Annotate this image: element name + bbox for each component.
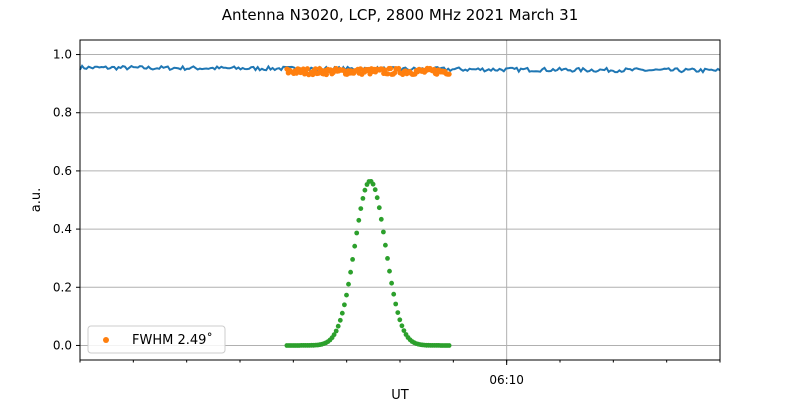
data-point-green: [399, 323, 405, 329]
y-tick-label: 0.8: [53, 106, 72, 120]
data-point-green: [335, 323, 341, 329]
legend-box: [87, 325, 226, 354]
data-point-green: [356, 217, 362, 223]
x-axis-label: UT: [391, 388, 409, 400]
data-point-orange: [293, 70, 300, 76]
legend: FWHM 2.49˚: [87, 325, 226, 354]
data-point-green: [331, 332, 337, 338]
y-tick-label: 0.4: [53, 222, 72, 236]
y-tick-label: 0.0: [53, 338, 72, 352]
y-axis-label: a.u.: [29, 188, 44, 212]
data-point-green: [354, 230, 360, 236]
y-tick-label: 0.2: [53, 280, 72, 294]
data-point-green: [362, 187, 368, 193]
data-point-green: [378, 216, 384, 222]
data-point-orange: [392, 70, 398, 76]
data-point-orange: [312, 66, 319, 72]
data-point-green: [393, 301, 399, 307]
data-point-green: [395, 310, 401, 315]
x-axis-ticks: 06:10: [79, 360, 721, 387]
series-green-points: [284, 179, 452, 348]
data-point-green: [350, 257, 355, 262]
data-point-green: [374, 195, 380, 201]
data-point-orange: [434, 71, 440, 77]
data-point-green: [397, 317, 403, 323]
data-point-orange: [446, 71, 452, 77]
data-point-green: [370, 181, 376, 187]
y-tick-label: 1.0: [53, 48, 72, 62]
data-point-green: [446, 343, 452, 348]
legend-marker: [103, 337, 109, 343]
x-tick-label: 06:10: [489, 373, 524, 387]
data-point-green: [401, 328, 407, 333]
data-point-orange: [387, 65, 394, 72]
data-point-green: [337, 317, 343, 323]
legend-label: FWHM 2.49˚: [132, 332, 213, 348]
y-tick-label: 0.6: [53, 164, 72, 178]
data-point-green: [358, 206, 364, 212]
data-point-green: [383, 242, 388, 248]
data-point-green: [339, 310, 345, 316]
data-point-green: [391, 291, 397, 297]
data-point-orange: [385, 71, 391, 77]
data-point-green: [381, 229, 386, 235]
grid: [80, 40, 720, 360]
data-point-green: [360, 196, 366, 201]
y-axis-ticks: 0.0 0.2 0.4 0.6 0.8 1.0: [53, 48, 80, 352]
data-point-green: [342, 302, 347, 308]
data-point-green: [385, 256, 390, 261]
data-point-orange: [396, 65, 402, 72]
data-point-green: [344, 292, 349, 298]
data-point-green: [372, 187, 378, 193]
data-point-green: [387, 268, 392, 274]
data-point-orange: [431, 66, 437, 73]
data-point-orange: [323, 71, 329, 78]
data-point-orange: [310, 71, 316, 78]
series-orange-points: [284, 65, 452, 78]
data-point-green: [333, 328, 339, 334]
data-point-green: [346, 281, 351, 287]
data-point-orange: [300, 66, 306, 72]
data-point-green: [352, 243, 358, 249]
data-point-green: [389, 280, 394, 286]
data-point-orange: [304, 66, 310, 72]
data-point-green: [376, 205, 382, 211]
chart-title: Antenna N3020, LCP, 2800 MHz 2021 March …: [222, 6, 579, 24]
data-point-green: [348, 269, 353, 275]
